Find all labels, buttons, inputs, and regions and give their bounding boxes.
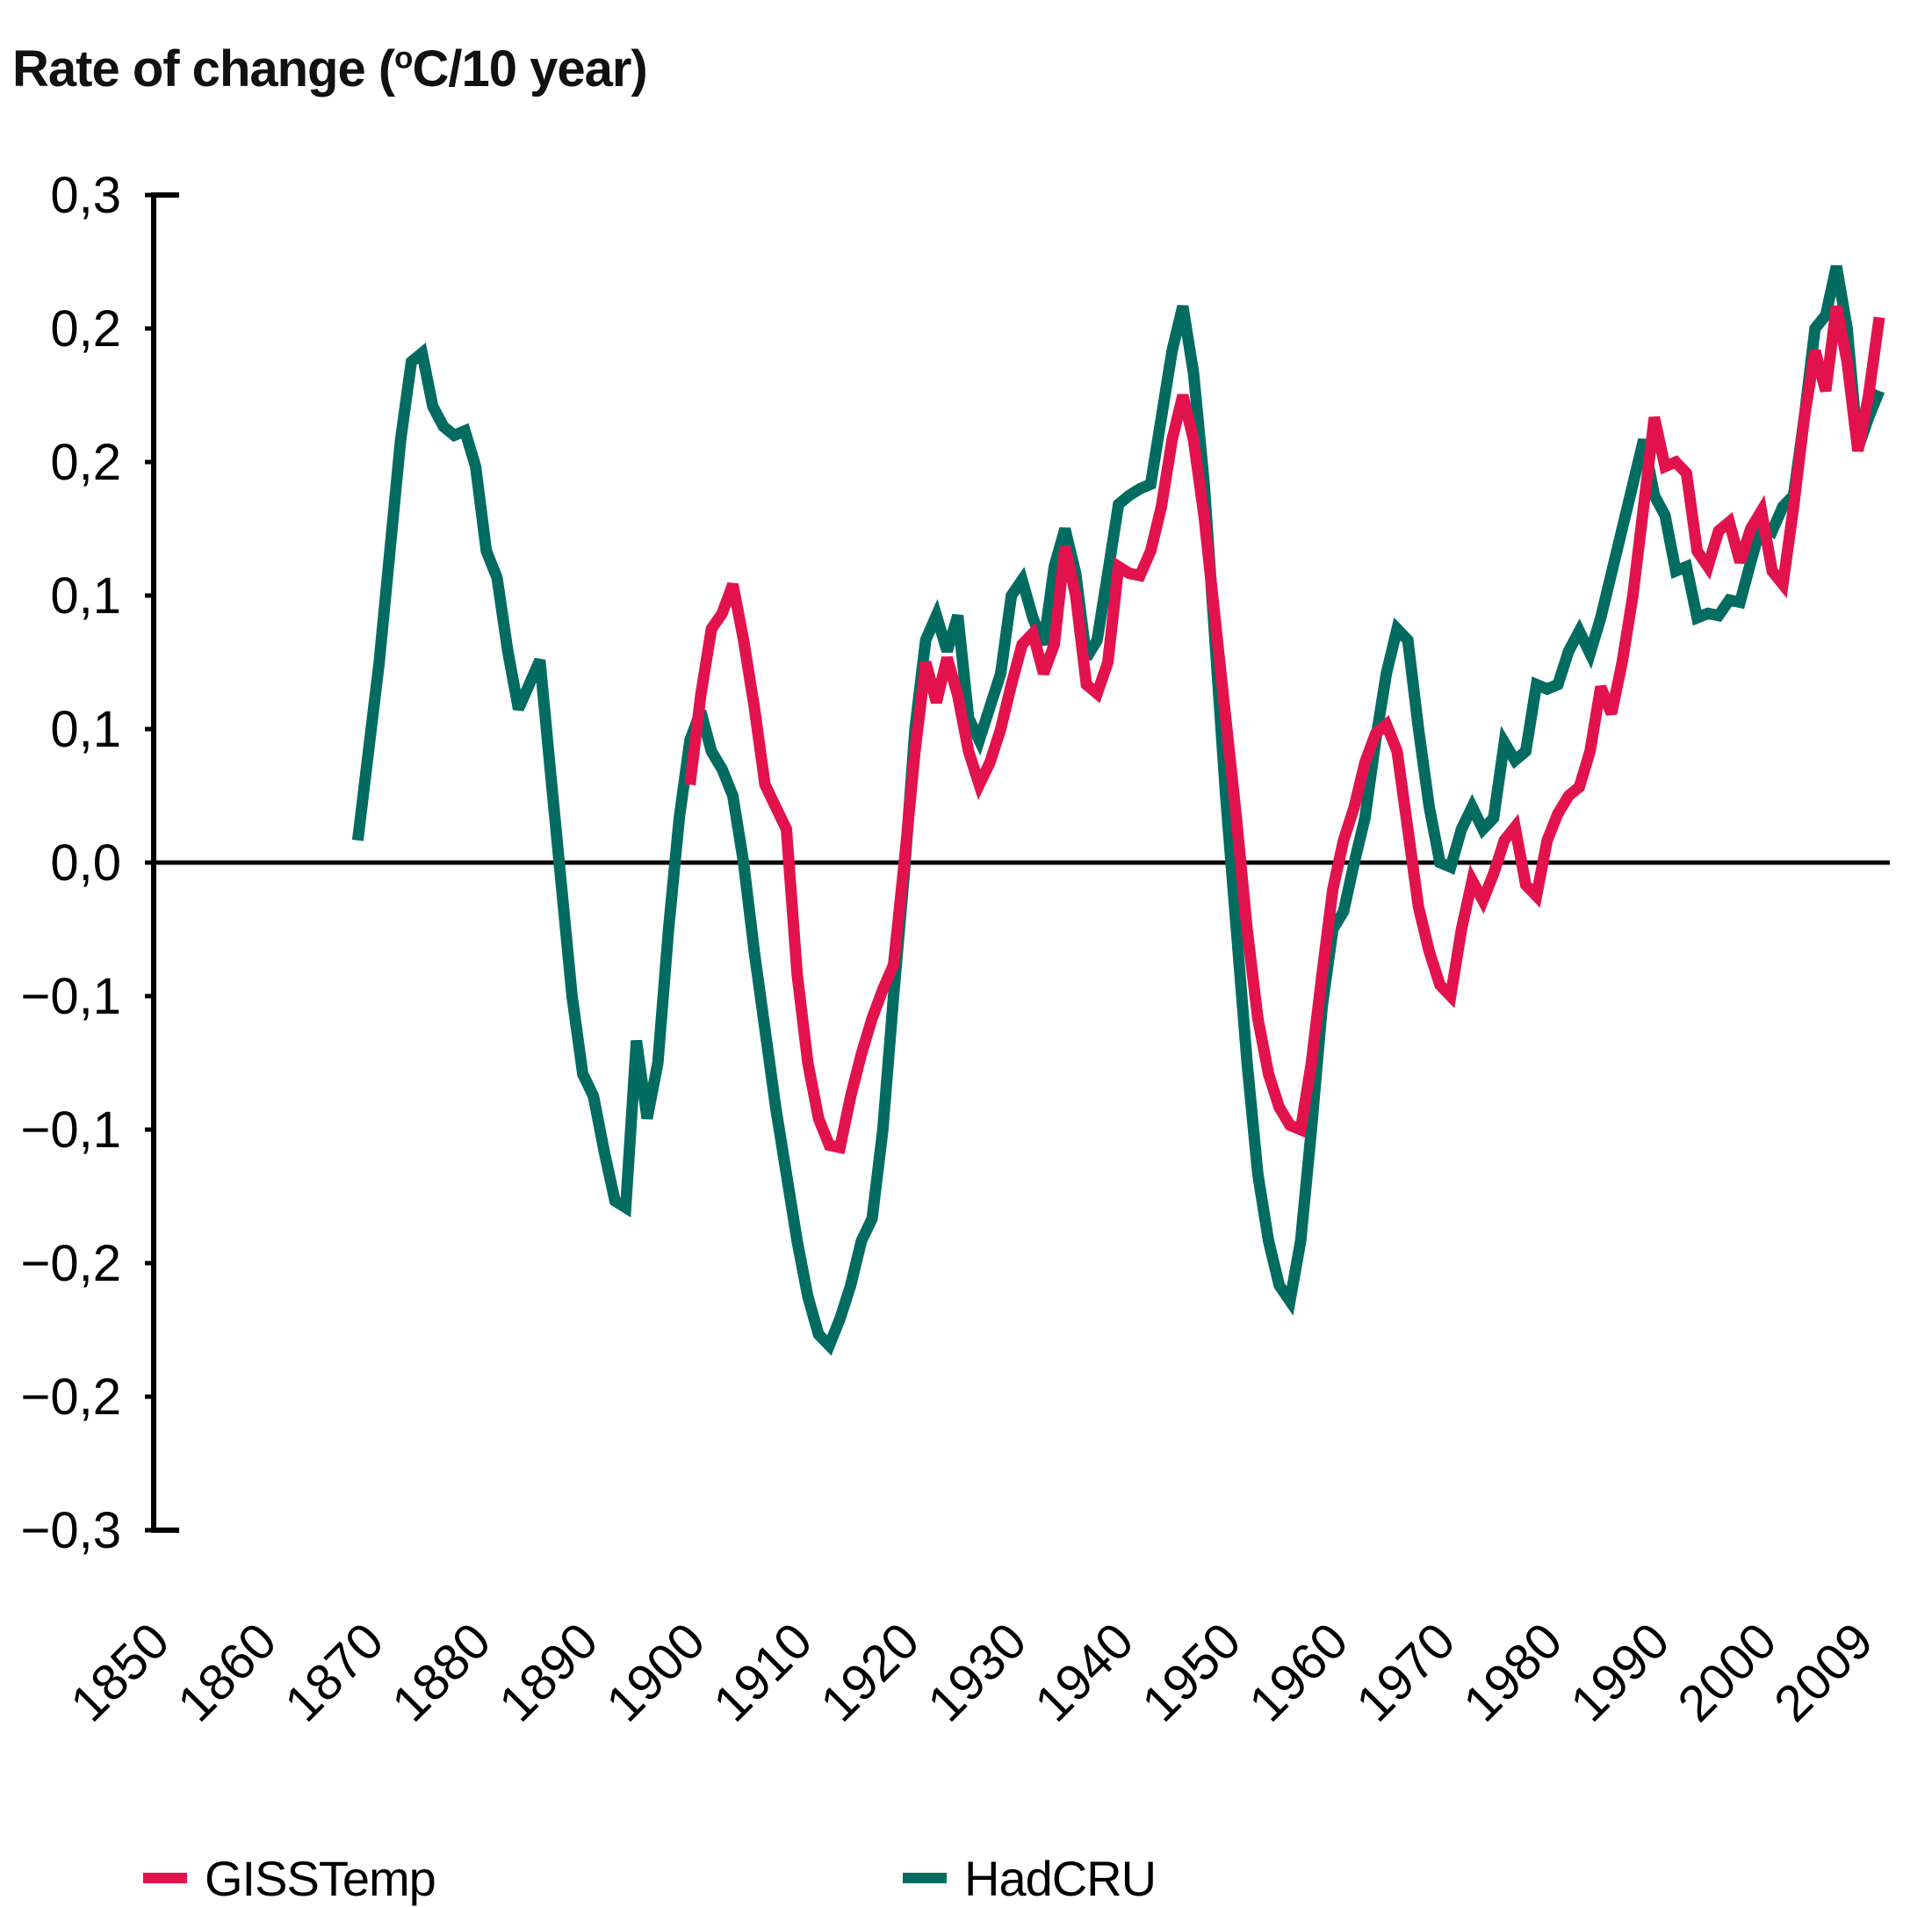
x-tick-label: 1930: [917, 1612, 1037, 1732]
y-tick-label: 0,0: [50, 834, 121, 892]
series-lines: [351, 264, 1885, 1356]
legend-label-gisstemp: GISSTemp: [205, 1850, 436, 1906]
legend-item-hadcru: HadCRU: [903, 1850, 1157, 1906]
y-tick-label: −0,1: [21, 968, 122, 1025]
x-tick-label: 1880: [381, 1612, 501, 1732]
x-tick-label: 1950: [1131, 1612, 1251, 1732]
y-tick-label: 0,2: [50, 300, 121, 358]
x-tick-label: 1980: [1453, 1612, 1573, 1732]
x-tick-label: 1850: [60, 1612, 180, 1732]
legend-item-gisstemp: GISSTemp: [143, 1850, 436, 1906]
x-tick-label: 1890: [488, 1612, 609, 1732]
y-tick-label: −0,1: [21, 1102, 122, 1159]
x-axis-labels: 1850186018701880189019001910192019301940…: [60, 1612, 1884, 1732]
x-tick-label: 1940: [1024, 1612, 1144, 1732]
y-tick-label: −0,2: [21, 1235, 122, 1292]
x-tick-label: 1960: [1238, 1612, 1359, 1732]
x-tick-label: 1970: [1345, 1612, 1466, 1732]
x-tick-label: 1920: [810, 1612, 930, 1732]
x-tick-label: 2000: [1667, 1612, 1787, 1732]
x-tick-label: 1870: [274, 1612, 394, 1732]
y-tick-label: 0,2: [50, 434, 121, 491]
y-axis: 0,3 0,2 0,2 0,1 0,1 0,0 −0,1 −0,1 −0,2 −0,2 −0,3: [21, 167, 179, 1559]
y-tick-label: −0,2: [21, 1369, 122, 1426]
gisstemp-line-swatch-icon: [143, 1873, 187, 1883]
y-tick-label: 0,1: [50, 567, 121, 625]
series-line-gisstemp: [684, 305, 1885, 1155]
x-tick-label: 1900: [595, 1612, 716, 1732]
y-tick-label: 0,1: [50, 701, 121, 758]
y-tick-label: −0,3: [21, 1502, 122, 1559]
degree-sup: o: [394, 40, 413, 76]
y-tick-label: 0,3: [50, 167, 121, 224]
legend-label-hadcru: HadCRU: [964, 1850, 1157, 1906]
chart-title: Rate of change (oC/10 year): [12, 40, 648, 98]
x-tick-label: 2009: [1763, 1612, 1884, 1732]
legend: GISSTemp HadCRU: [0, 1850, 1932, 1906]
x-tick-label: 1990: [1560, 1612, 1680, 1732]
x-tick-label: 1860: [167, 1612, 287, 1732]
series-line-hadcru: [351, 264, 1885, 1356]
x-tick-label: 1910: [703, 1612, 823, 1732]
hadcru-line-swatch-icon: [903, 1873, 947, 1883]
chart-title-suffix: C/10 year): [412, 40, 647, 98]
chart-title-prefix: Rate of change (: [12, 40, 395, 98]
